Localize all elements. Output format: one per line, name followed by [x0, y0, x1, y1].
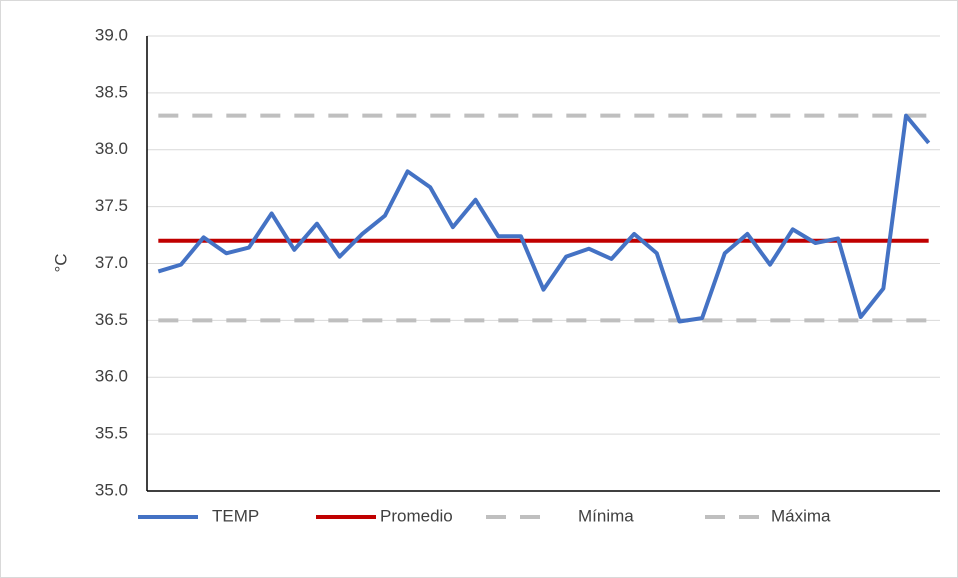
y-tick-label: 35.0 — [95, 480, 128, 499]
y-tick-label: 35.5 — [95, 424, 128, 443]
legend-label: TEMP — [212, 506, 259, 525]
line-series — [157, 113, 931, 324]
y-tick-label: 39.0 — [95, 25, 128, 44]
y-tick-label: 36.0 — [95, 367, 128, 386]
y-axis-label: °C — [51, 253, 70, 272]
y-tick-label: 37.5 — [95, 196, 128, 215]
y-tick-label: 38.0 — [95, 139, 128, 158]
y-tick-label: 37.0 — [95, 253, 128, 272]
legend-label: Promedio — [380, 506, 453, 525]
y-tick-label: 38.5 — [95, 82, 128, 101]
legend-label: Máxima — [771, 506, 831, 525]
y-tick-label: 36.5 — [95, 310, 128, 329]
legend-label: Mínima — [578, 506, 634, 525]
